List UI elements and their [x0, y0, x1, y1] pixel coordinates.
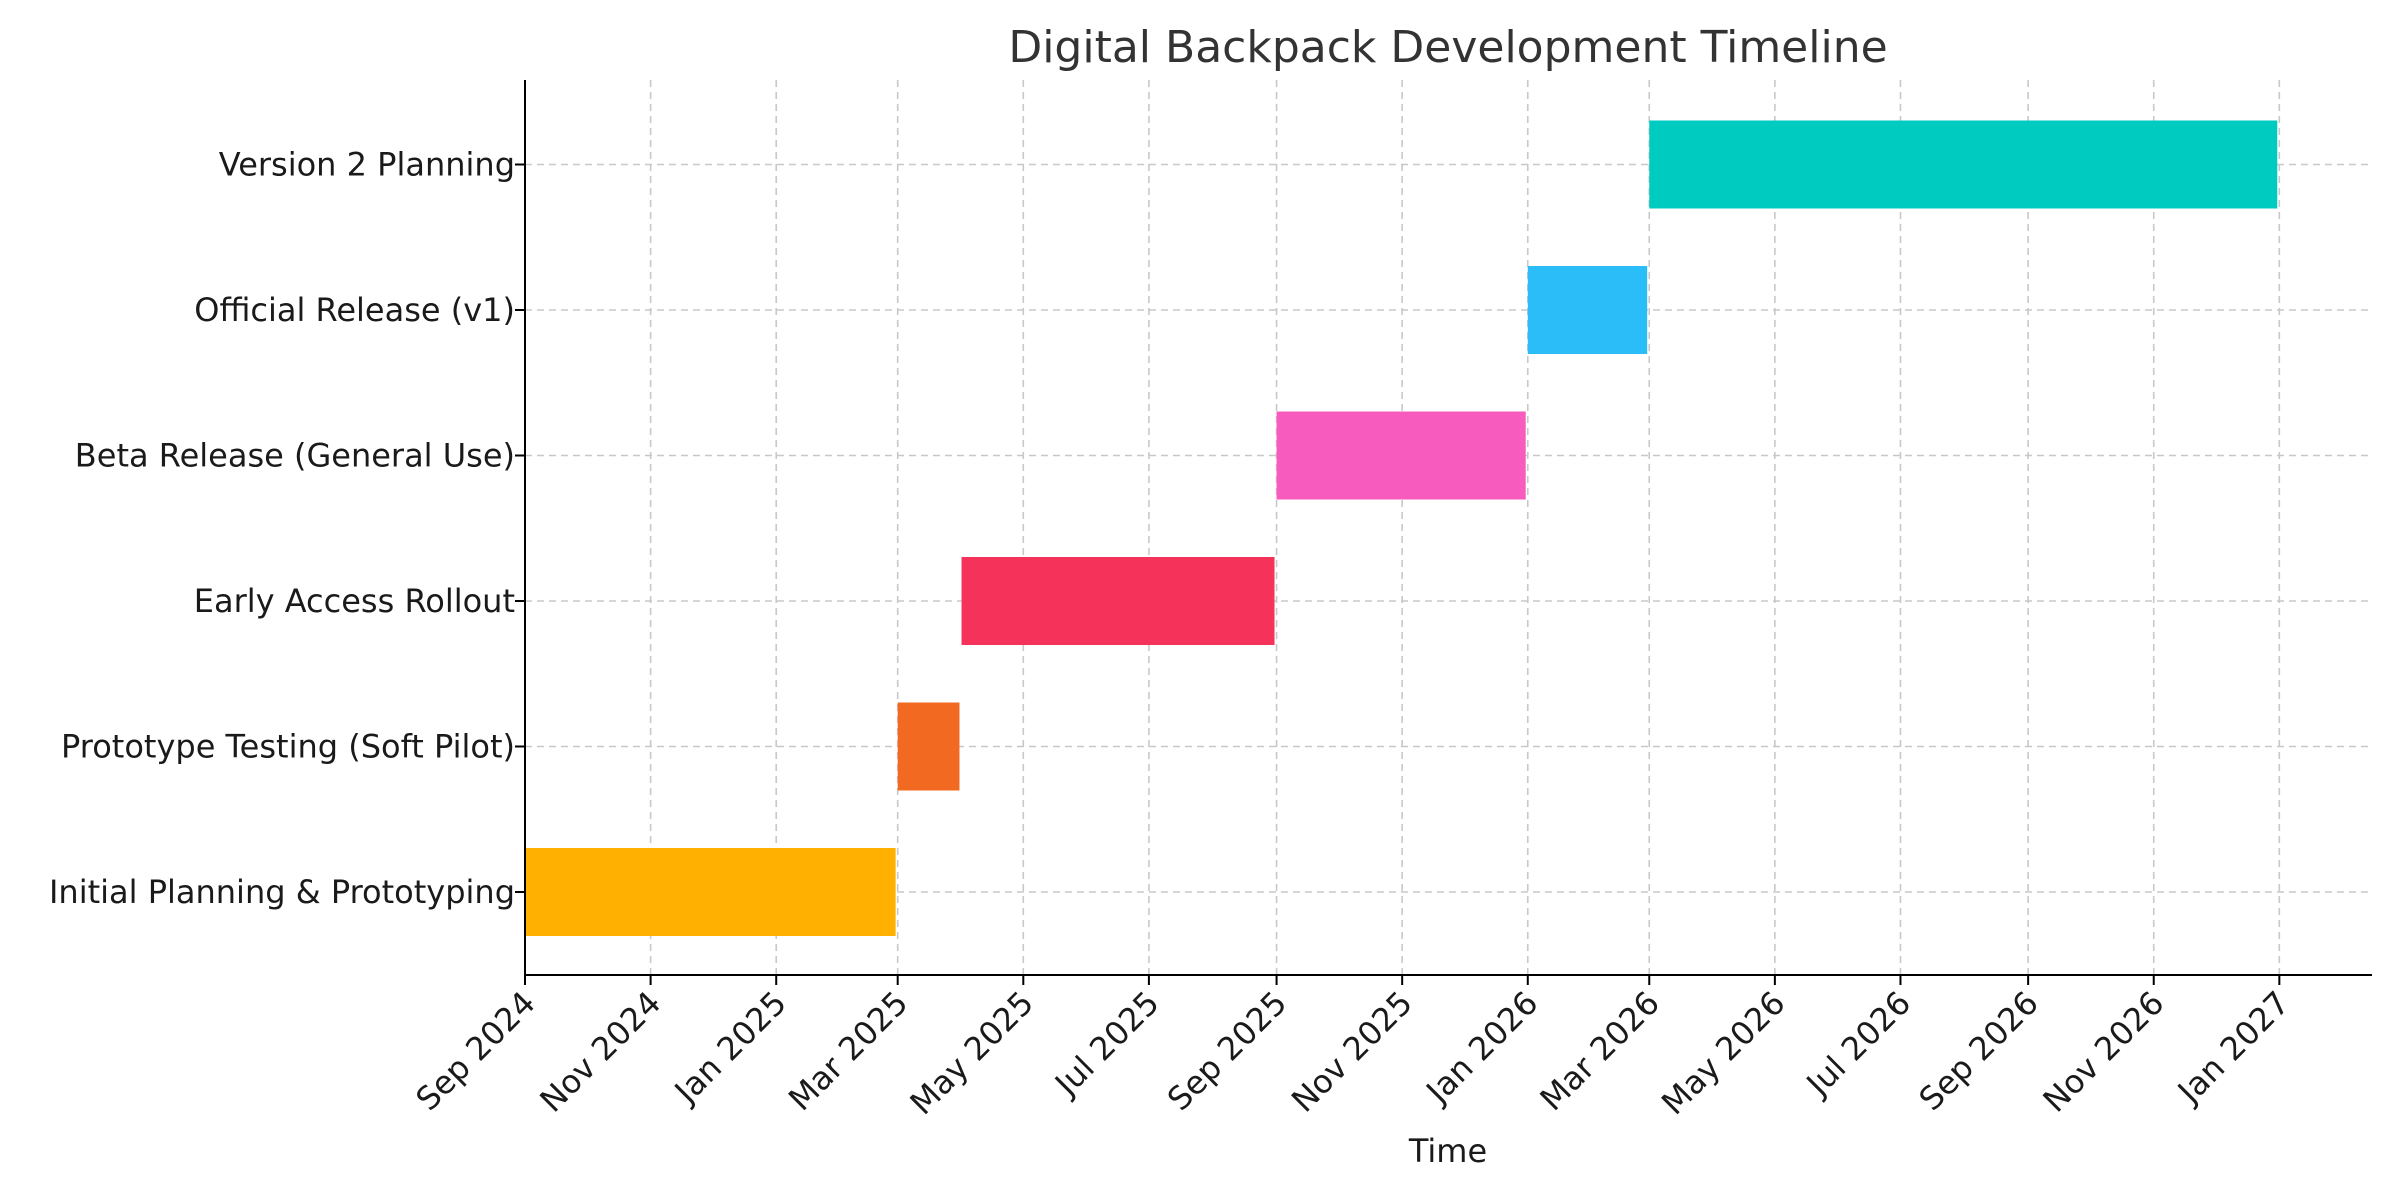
- chart-title: Digital Backpack Development Timeline: [1008, 22, 1887, 73]
- task-label: Prototype Testing (Soft Pilot): [61, 728, 515, 766]
- axis-layer: [515, 80, 2372, 985]
- task-bar: [961, 557, 1275, 645]
- task-label: Beta Release (General Use): [75, 437, 515, 475]
- x-tick-label: Sep 2024: [408, 984, 542, 1118]
- x-tick-label: Mar 2026: [1533, 984, 1667, 1118]
- task-label: Early Access Rollout: [194, 582, 515, 620]
- x-tick-label: Jul 2026: [1798, 984, 1918, 1104]
- x-tick-label: Sep 2026: [1911, 984, 2045, 1118]
- x-tick-label: Nov 2025: [1284, 984, 1420, 1120]
- x-tick-label: May 2025: [903, 984, 1041, 1122]
- task-bar: [1649, 120, 2278, 209]
- task-bar: [1527, 266, 1648, 354]
- x-tick-label: Nov 2026: [2036, 984, 2172, 1120]
- x-tick-label: Nov 2024: [532, 984, 668, 1120]
- x-tick-label: Jul 2025: [1046, 984, 1166, 1104]
- x-tick-label: Jan 2025: [666, 984, 794, 1112]
- x-tick-label: May 2026: [1654, 984, 1792, 1122]
- bar-layer: [525, 120, 2278, 936]
- x-axis-label: Time: [1408, 1132, 1487, 1170]
- x-tick-label: Jan 2027: [2169, 984, 2297, 1112]
- y-tick-labels: Initial Planning & Prototyping Prototype …: [49, 146, 515, 912]
- grid-layer: [524, 80, 2372, 975]
- task-bar: [525, 848, 896, 936]
- x-tick-label: Jan 2026: [1417, 984, 1545, 1112]
- task-label: Version 2 Planning: [219, 146, 515, 184]
- task-label: Official Release (v1): [194, 291, 515, 329]
- task-bar: [1276, 411, 1526, 500]
- task-label: Initial Planning & Prototyping: [49, 873, 515, 911]
- x-tick-label: Sep 2025: [1160, 984, 1294, 1118]
- task-bar: [897, 702, 960, 791]
- x-tick-label: Mar 2025: [781, 984, 915, 1118]
